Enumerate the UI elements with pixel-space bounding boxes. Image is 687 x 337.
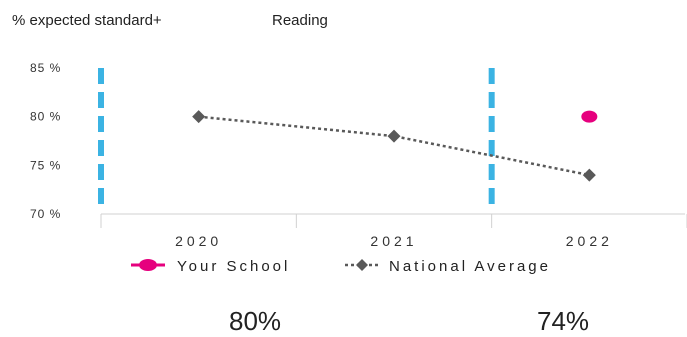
- national-average-line: [198, 115, 590, 177]
- national-stat-value: 74%: [537, 306, 590, 336]
- chart-subject-label: Reading: [272, 12, 328, 29]
- chart-area: 70 % 75 % 80 % 85 % 2020 2021 2022 Your School N…: [30, 61, 687, 275]
- your-school-point: [581, 110, 598, 123]
- y-tick-label: 85 %: [30, 61, 61, 75]
- x-tick-label: 2022: [566, 233, 613, 249]
- y-tick-label: 75 %: [30, 158, 61, 172]
- x-tick-label: 2021: [370, 233, 417, 249]
- national-average-point: [192, 110, 206, 124]
- school-stat-value: 80%: [229, 306, 282, 336]
- national-average-point: [387, 129, 401, 143]
- legend-national-marker: [356, 259, 368, 271]
- y-tick-label: 70 %: [30, 207, 61, 221]
- national-average-point: [582, 168, 596, 182]
- y-tick-label: 80 %: [30, 110, 61, 124]
- legend-school-label: Your School: [177, 258, 290, 275]
- x-tick-label: 2020: [175, 233, 222, 249]
- chart-metric-label: % expected standard+: [12, 12, 162, 29]
- legend-school-marker: [139, 259, 157, 271]
- legend-national-label: National Average: [389, 258, 551, 275]
